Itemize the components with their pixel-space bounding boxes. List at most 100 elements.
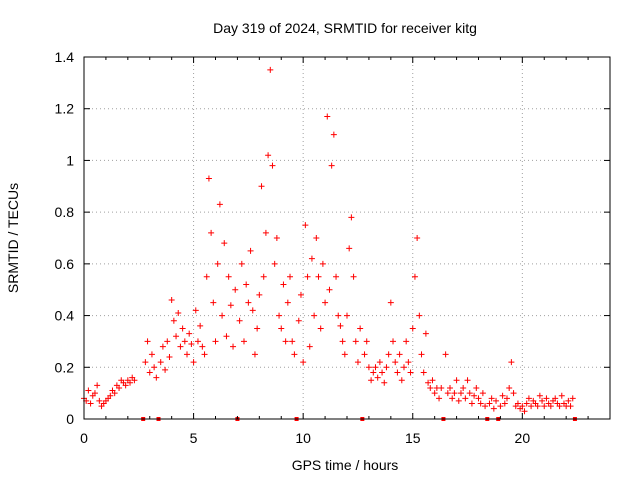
data-point bbox=[411, 273, 418, 280]
data-point bbox=[179, 325, 186, 332]
y-axis-label: SRMTID / TECUs bbox=[5, 183, 21, 293]
data-point bbox=[449, 395, 456, 402]
data-point bbox=[482, 403, 489, 410]
data-point bbox=[409, 325, 416, 332]
data-point bbox=[258, 183, 265, 190]
data-point bbox=[569, 395, 576, 402]
data-point bbox=[245, 299, 252, 306]
data-point bbox=[308, 255, 315, 262]
data-point bbox=[223, 333, 230, 340]
data-point bbox=[444, 390, 451, 397]
data-point bbox=[91, 390, 98, 397]
data-point bbox=[556, 403, 563, 410]
data-point bbox=[232, 286, 239, 293]
data-point bbox=[528, 403, 535, 410]
data-point bbox=[490, 405, 497, 412]
data-point bbox=[390, 338, 397, 345]
data-point bbox=[501, 400, 508, 407]
data-point bbox=[247, 247, 254, 254]
data-point bbox=[157, 359, 164, 366]
y-tick-label: 1.4 bbox=[55, 49, 75, 65]
data-point bbox=[541, 403, 548, 410]
data-point bbox=[175, 309, 182, 316]
data-point bbox=[365, 364, 372, 371]
data-point bbox=[111, 390, 118, 397]
data-point bbox=[442, 351, 449, 358]
data-point bbox=[212, 338, 219, 345]
y-tick-label: 0.6 bbox=[55, 256, 75, 272]
data-point bbox=[225, 273, 232, 280]
data-point bbox=[374, 374, 381, 381]
data-point bbox=[493, 397, 500, 404]
data-point bbox=[173, 333, 180, 340]
data-point bbox=[289, 338, 296, 345]
data-point bbox=[249, 307, 256, 314]
data-point bbox=[344, 312, 350, 319]
data-point bbox=[219, 312, 226, 319]
data-point bbox=[558, 392, 565, 399]
data-points bbox=[81, 66, 576, 415]
data-point bbox=[497, 403, 504, 410]
y-tick-label: 0 bbox=[66, 411, 74, 427]
data-point bbox=[330, 131, 337, 138]
data-point bbox=[254, 325, 261, 332]
data-point bbox=[506, 384, 513, 391]
data-point bbox=[282, 338, 289, 345]
data-point bbox=[567, 403, 574, 410]
data-point bbox=[521, 408, 528, 415]
data-point bbox=[306, 343, 313, 350]
data-point bbox=[146, 369, 153, 376]
data-point bbox=[162, 366, 169, 373]
data-point bbox=[273, 235, 280, 241]
data-point bbox=[230, 343, 237, 350]
data-point bbox=[319, 260, 326, 267]
data-point bbox=[300, 359, 307, 366]
data-point bbox=[468, 400, 475, 407]
data-point bbox=[236, 317, 243, 324]
data-point bbox=[453, 377, 460, 384]
data-point bbox=[96, 397, 103, 404]
data-point bbox=[372, 364, 379, 371]
y-tick-label: 0.8 bbox=[55, 204, 75, 220]
data-point bbox=[216, 201, 223, 208]
data-point bbox=[427, 384, 434, 391]
data-point bbox=[335, 312, 342, 319]
data-point bbox=[208, 229, 215, 236]
data-point bbox=[324, 113, 331, 120]
grid-lines bbox=[84, 57, 610, 419]
x-tick-label: 5 bbox=[190, 430, 198, 446]
data-point bbox=[547, 403, 554, 410]
data-point bbox=[477, 400, 484, 407]
data-point bbox=[431, 390, 438, 397]
data-point bbox=[188, 341, 195, 348]
data-point bbox=[438, 384, 445, 391]
data-point bbox=[278, 325, 285, 332]
x-tick-label: 0 bbox=[80, 430, 88, 446]
data-point bbox=[398, 377, 405, 384]
data-point bbox=[284, 299, 291, 306]
data-point bbox=[142, 359, 149, 366]
data-point bbox=[243, 281, 250, 288]
data-point bbox=[400, 364, 407, 371]
data-point bbox=[376, 359, 383, 366]
data-point bbox=[148, 351, 155, 358]
data-point bbox=[328, 162, 335, 169]
data-point bbox=[407, 369, 414, 376]
data-point bbox=[422, 330, 429, 337]
data-point bbox=[354, 359, 361, 366]
data-point bbox=[164, 338, 171, 345]
data-point bbox=[240, 338, 247, 345]
data-point bbox=[205, 175, 212, 182]
x-tick-label: 15 bbox=[405, 430, 421, 446]
data-point bbox=[466, 390, 473, 397]
data-point bbox=[394, 369, 401, 376]
data-point bbox=[420, 369, 427, 376]
data-point bbox=[144, 338, 151, 345]
data-point bbox=[418, 351, 425, 358]
data-point bbox=[326, 286, 333, 293]
data-point bbox=[339, 338, 346, 345]
data-point bbox=[194, 338, 201, 345]
data-point bbox=[291, 351, 298, 358]
data-point bbox=[508, 359, 515, 366]
